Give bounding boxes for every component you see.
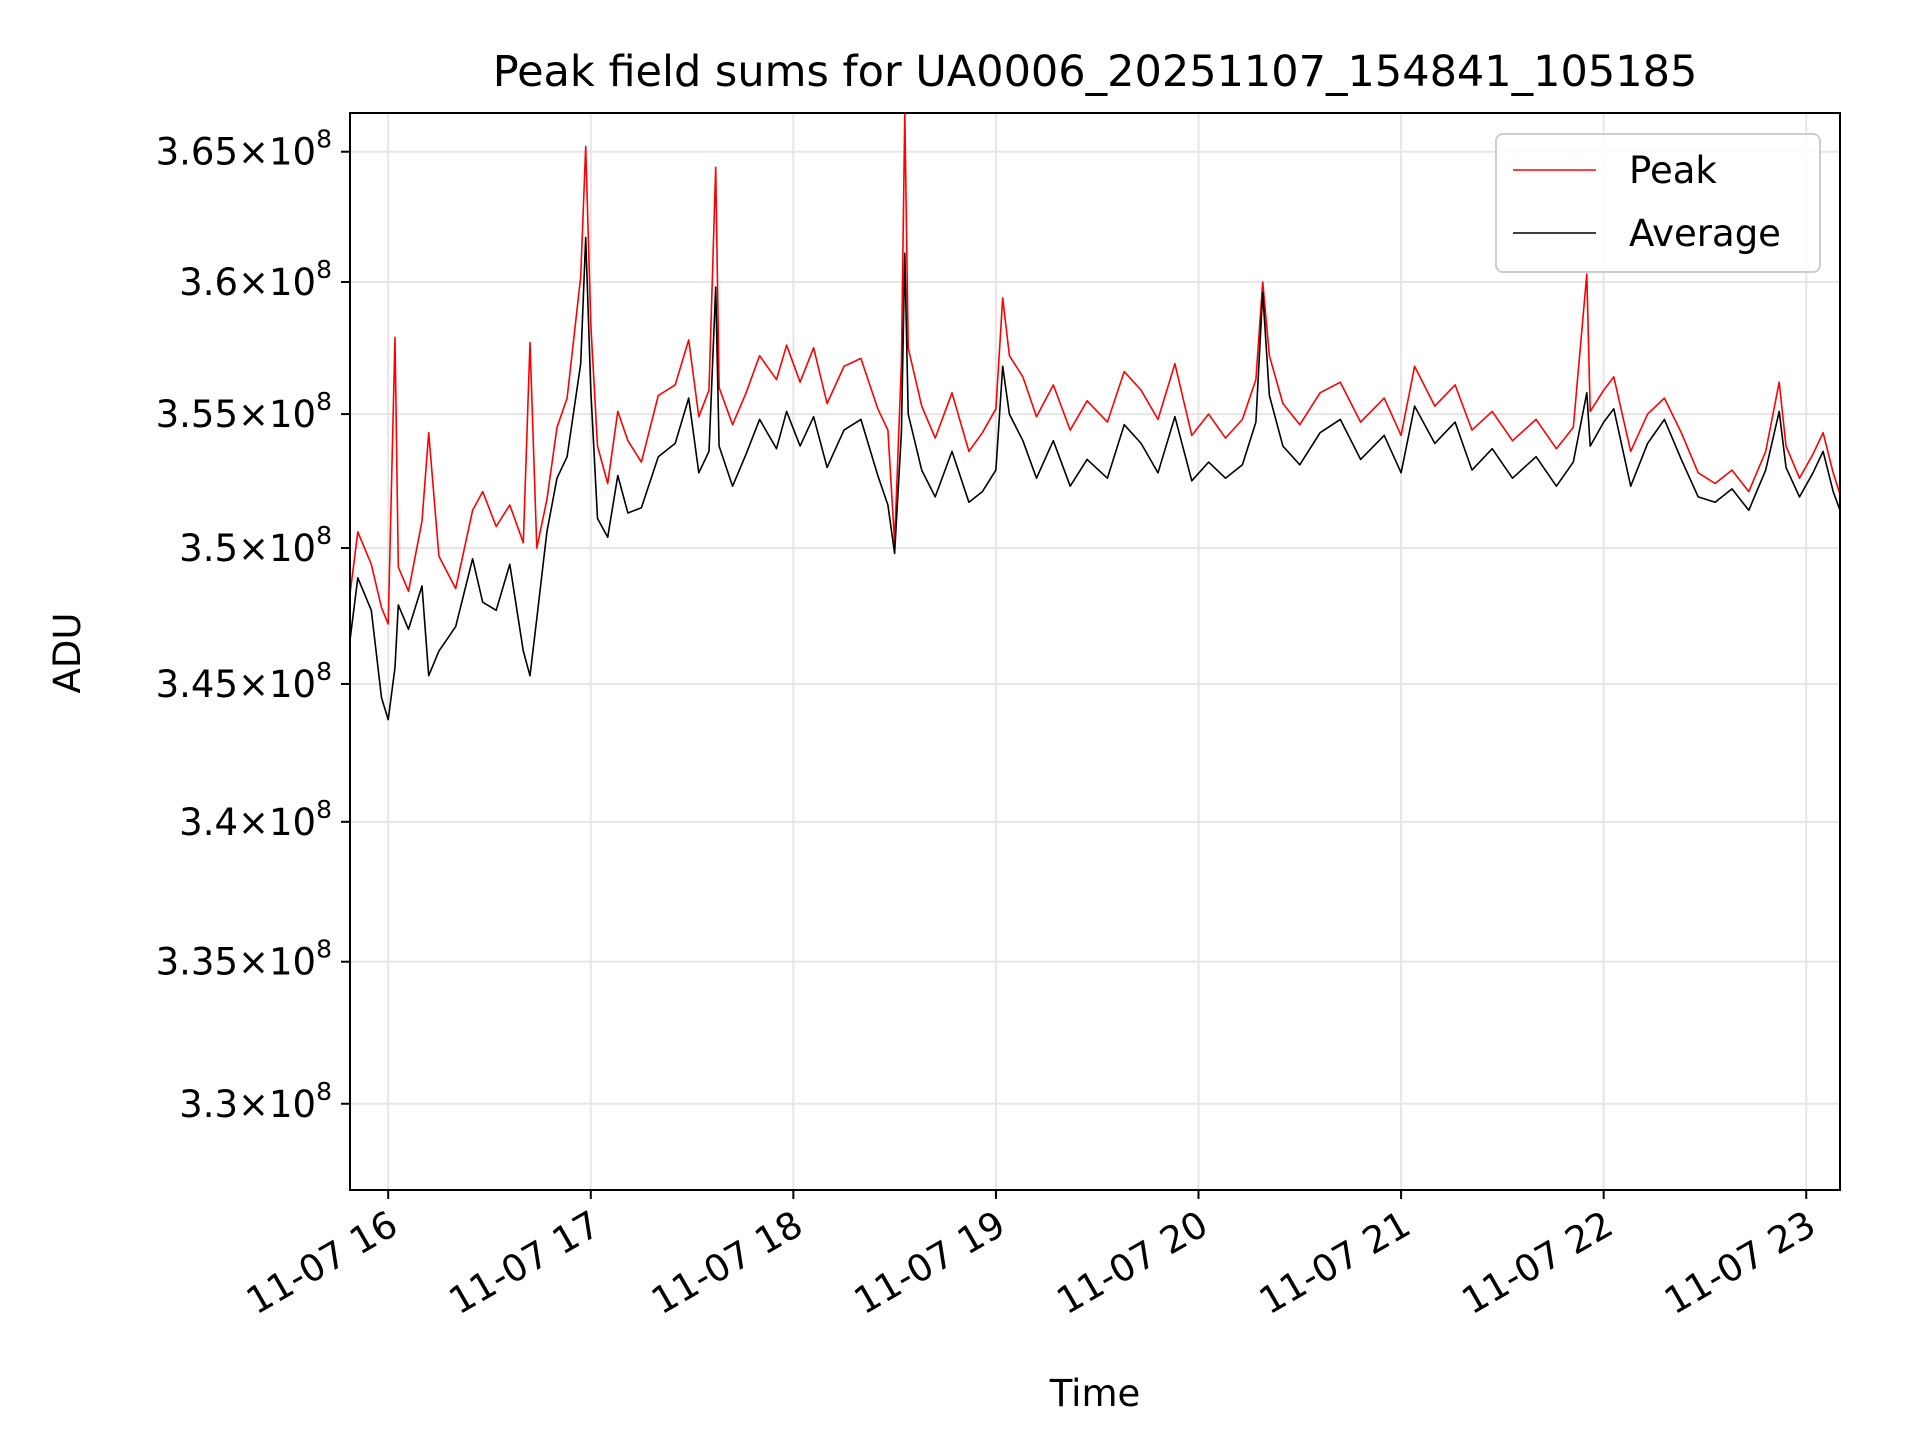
y-tick-label: 3.55×108: [156, 387, 332, 436]
y-axis-label: ADU: [46, 613, 89, 694]
gridlines: [350, 113, 1840, 1190]
y-tick-label: 3.45×108: [156, 657, 332, 706]
y-tick-label: 3.3×108: [179, 1077, 332, 1126]
y-tick-label: 3.65×108: [156, 125, 332, 174]
y-tick-label: 3.4×108: [179, 795, 332, 844]
legend: Peak Average: [1495, 133, 1821, 273]
series-line-average: [350, 236, 1840, 721]
y-tick-label: 3.5×108: [179, 521, 332, 570]
axes-frame: [349, 112, 1841, 1191]
x-axis-label: Time: [1049, 1372, 1141, 1415]
y-tick-label: 3.35×108: [156, 935, 332, 984]
legend-box: [1495, 133, 1821, 273]
legend-label-peak: Peak: [1629, 149, 1717, 192]
legend-label-average: Average: [1629, 212, 1781, 255]
plot-area: [350, 113, 1840, 721]
y-tick-label: 3.6×108: [179, 255, 332, 304]
chart-title: Peak field sums for UA0006_20251107_1548…: [493, 47, 1698, 97]
series-line-peak: [350, 113, 1840, 625]
